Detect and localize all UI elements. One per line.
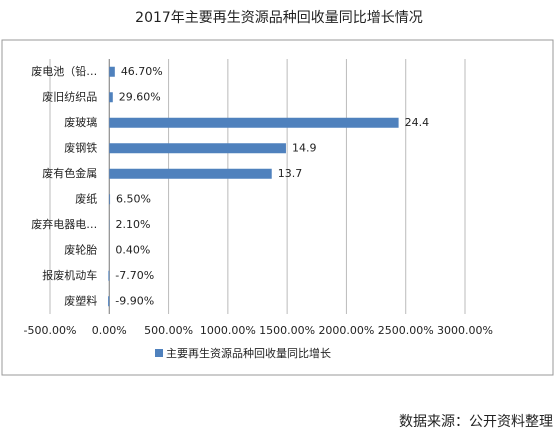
x-tick-label: 1000.00% xyxy=(200,324,256,337)
bar xyxy=(109,168,272,179)
bar xyxy=(109,143,286,154)
value-label: 14.9 xyxy=(292,141,317,154)
x-tick-label: 2500.00% xyxy=(378,324,434,337)
y-tick-label: 废玻璃 xyxy=(64,115,97,129)
chart-title: 2017年主要再生资源品种回收量同比增长情况 xyxy=(135,10,423,26)
chart-frame xyxy=(1,39,554,376)
y-tick-label: 废弃电器电… xyxy=(31,217,97,231)
value-label: 29.60% xyxy=(119,90,161,103)
value-label: 6.50% xyxy=(116,192,151,205)
value-label: 2.10% xyxy=(116,218,151,231)
x-tick-label: 0.00% xyxy=(92,324,127,337)
y-tick-label: 废轮胎 xyxy=(64,242,97,256)
value-label: -7.70% xyxy=(115,269,154,282)
x-tick-label: 1500.00% xyxy=(259,324,315,337)
legend-swatch xyxy=(155,349,163,357)
legend-label: 主要再生资源品种回收量同比增长 xyxy=(166,346,331,360)
x-tick-label: 500.00% xyxy=(144,324,193,337)
x-tick-label: -500.00% xyxy=(24,324,77,337)
value-label: 24.4 xyxy=(405,116,430,129)
y-tick-label: 废纸 xyxy=(75,191,97,205)
value-label: 0.40% xyxy=(115,243,150,256)
y-tick-label: 废电池（铅… xyxy=(31,64,97,78)
y-tick-label: 废旧纺织品 xyxy=(42,89,97,103)
bar xyxy=(108,270,110,281)
bar xyxy=(109,92,113,103)
y-tick-label: 报废机动车 xyxy=(42,268,97,282)
bar xyxy=(108,296,110,307)
y-tick-label: 废有色金属 xyxy=(42,166,97,180)
x-tick-label: 2000.00% xyxy=(318,324,374,337)
bar xyxy=(109,66,115,77)
y-tick-label: 废塑料 xyxy=(64,293,97,307)
bar xyxy=(109,194,111,205)
x-tick-label: 3000.00% xyxy=(437,324,493,337)
value-label: 46.70% xyxy=(121,65,163,78)
value-label: -9.90% xyxy=(115,294,154,307)
y-tick-label: 废钢铁 xyxy=(64,140,97,154)
source: 数据来源：公开资料整理 xyxy=(399,414,553,430)
bar xyxy=(109,117,399,128)
value-label: 13.7 xyxy=(278,167,303,180)
